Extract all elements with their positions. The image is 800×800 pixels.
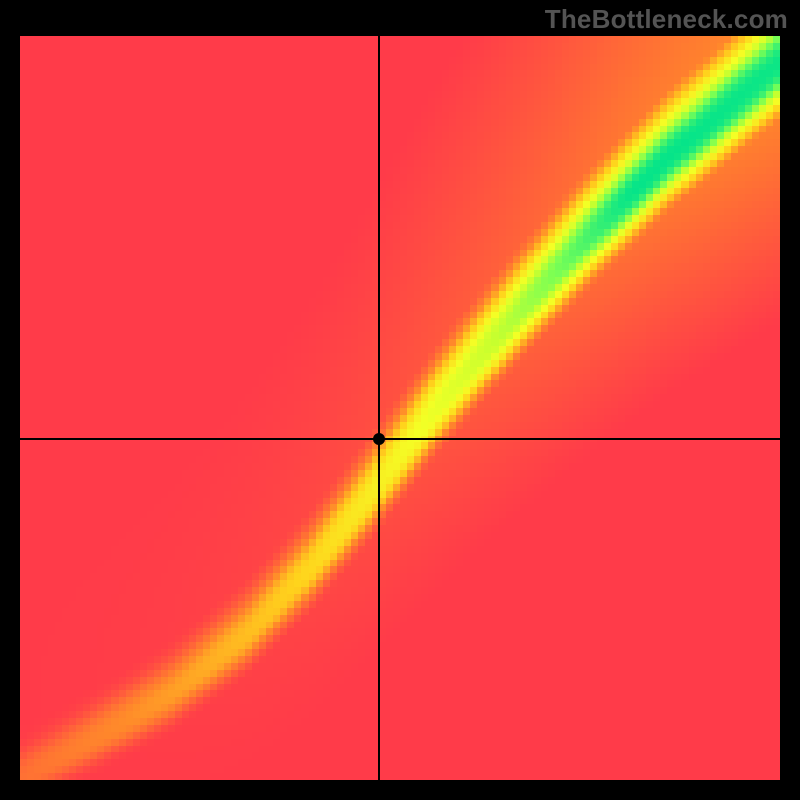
- chart-container: TheBottleneck.com: [0, 0, 800, 800]
- watermark: TheBottleneck.com: [545, 4, 788, 35]
- crosshair-marker: [373, 433, 385, 445]
- crosshair-horizontal: [20, 438, 780, 440]
- crosshair-vertical: [378, 36, 380, 780]
- heatmap-canvas: [20, 36, 780, 780]
- plot-area: [20, 36, 780, 780]
